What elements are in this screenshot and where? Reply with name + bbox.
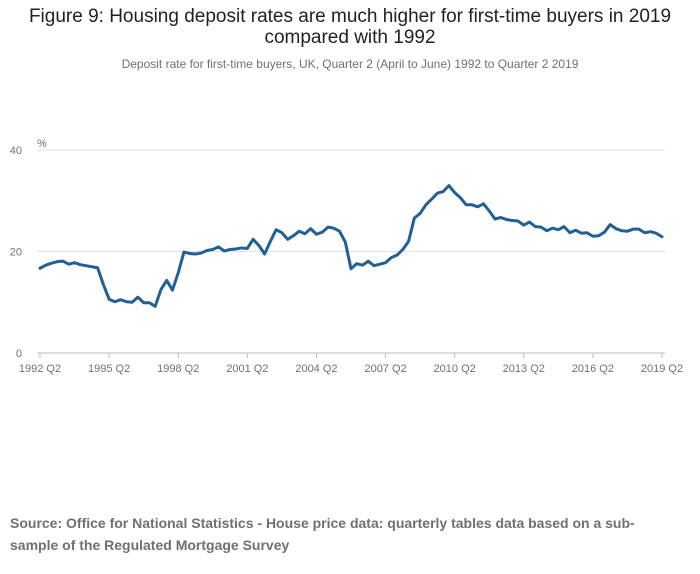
- deposit-rate-line[interactable]: [38, 184, 664, 308]
- chart-title: Figure 9: Housing deposit rates are much…: [28, 6, 672, 48]
- series-group: [38, 184, 664, 308]
- line-chart: 0 20 40 1992 Q2 1995 Q2 1998 Q2 2001 Q2 2004 Q…: [10, 138, 683, 375]
- x-tick-label: 2007 Q2: [364, 363, 406, 375]
- x-axis-ticks: 1992 Q2 1995 Q2 1998 Q2 2001 Q2 2004 Q2 2007 …: [19, 353, 683, 375]
- y-tick-label: 20: [10, 247, 22, 259]
- y-axis-ticks: 0 20 40: [10, 145, 22, 360]
- x-tick-label: 2013 Q2: [503, 363, 545, 375]
- x-tick-label: 2016 Q2: [572, 363, 614, 375]
- x-tick-label: 2001 Q2: [226, 363, 268, 375]
- x-tick-label: 2004 Q2: [295, 363, 337, 375]
- x-tick-label: 1998 Q2: [157, 363, 199, 375]
- x-tick-label: 1992 Q2: [19, 363, 61, 375]
- x-tick-label: 2010 Q2: [434, 363, 476, 375]
- y-axis-label: %: [37, 138, 47, 150]
- y-tick-label: 0: [16, 348, 22, 360]
- x-tick-label: 1995 Q2: [88, 363, 130, 375]
- source-note: Source: Office for National Statistics -…: [10, 515, 635, 553]
- chart-subtitle: Deposit rate for first-time buyers, UK, …: [121, 57, 579, 71]
- grid-lines: [37, 149, 665, 354]
- x-tick-label: 2019 Q2: [641, 363, 683, 375]
- y-tick-label: 40: [10, 145, 22, 157]
